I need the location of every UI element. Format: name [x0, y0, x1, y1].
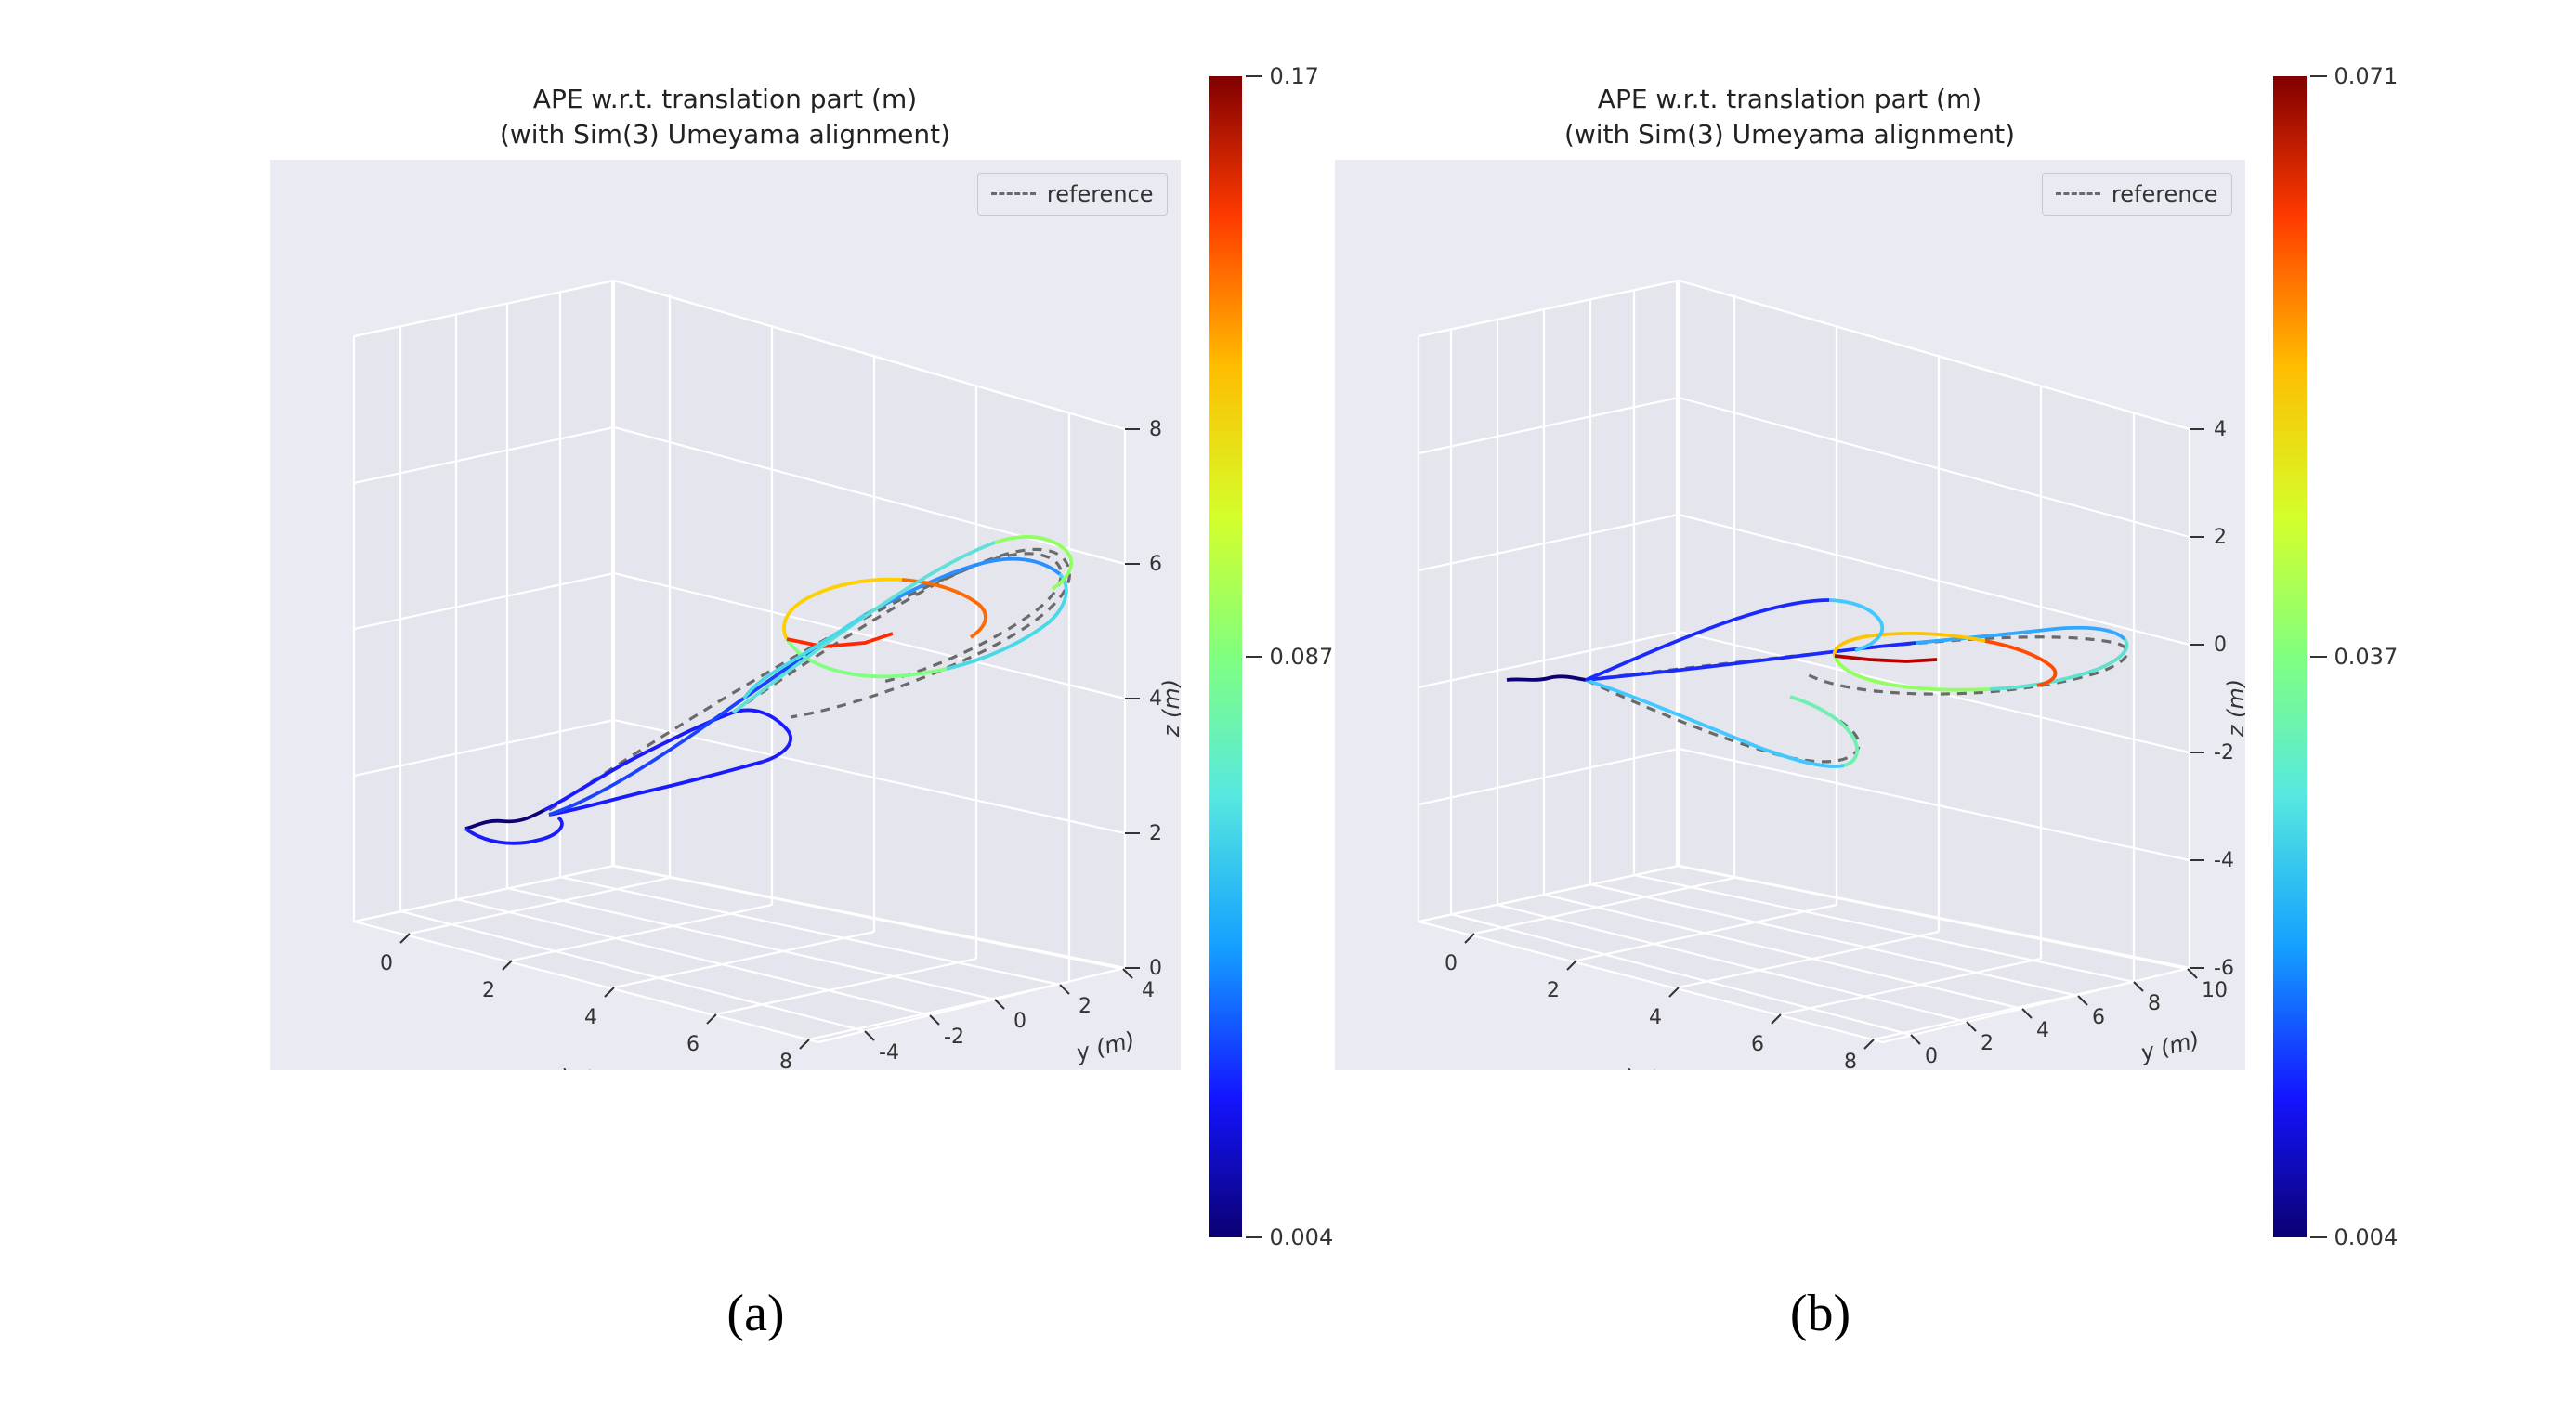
ylabel-a: y (m): [1072, 1026, 1137, 1066]
svg-text:4: 4: [2214, 418, 2227, 441]
subplot-b-canvas: reference: [1335, 160, 2245, 1070]
svg-text:6: 6: [686, 1033, 700, 1056]
svg-text:6: 6: [1751, 1033, 1764, 1056]
svg-text:2: 2: [1981, 1032, 1994, 1055]
svg-text:-2: -2: [2214, 741, 2234, 765]
svg-text:0: 0: [2214, 634, 2227, 657]
svg-text:0: 0: [1149, 957, 1162, 980]
subplot-a-svg: 0 2 4 6 8 x (m) -4 -2 0 2: [270, 160, 1181, 1070]
svg-text:2: 2: [1149, 822, 1162, 845]
cbar-a-tick-mid: 0.087: [1246, 644, 1334, 670]
svg-text:8: 8: [2148, 992, 2161, 1015]
colorbar-gradient-a: [1209, 76, 1242, 1237]
svg-text:6: 6: [1149, 553, 1162, 576]
cbar-b-tick-max: 0.071: [2310, 63, 2399, 89]
svg-text:2: 2: [482, 979, 495, 1002]
svg-text:0: 0: [1445, 952, 1458, 975]
subplot-a-canvas: reference: [270, 160, 1181, 1070]
svg-text:4: 4: [2036, 1019, 2049, 1042]
svg-text:2: 2: [1079, 995, 1092, 1018]
subplot-b-title-line2: (with Sim(3) Umeyama alignment): [1564, 119, 2015, 150]
svg-text:8: 8: [1844, 1051, 1857, 1070]
subplot-b-svg: 0 2 4 6 8 x (m) 0 2 4 6: [1335, 160, 2245, 1070]
subplot-a-title: APE w.r.t. translation part (m) (with Si…: [270, 82, 1181, 152]
svg-text:8: 8: [779, 1051, 792, 1070]
svg-text:4: 4: [584, 1006, 597, 1029]
legend-label-b: reference: [2112, 181, 2218, 207]
colorbar-gradient-b: [2273, 76, 2307, 1237]
subplot-a-legend: reference: [977, 173, 1168, 216]
svg-text:6: 6: [2092, 1006, 2105, 1029]
subplot-b-plot: APE w.r.t. translation part (m) (with Si…: [1335, 82, 2245, 1070]
colorbar-b: 0.071 0.037 0.004: [2273, 76, 2307, 1237]
subplot-a-plot: APE w.r.t. translation part (m) (with Si…: [270, 82, 1181, 1070]
xlabel-b: x (m): [1620, 1059, 1685, 1070]
subplot-b-title-line1: APE w.r.t. translation part (m): [1598, 84, 1981, 114]
cbar-b-tick-min: 0.004: [2310, 1224, 2399, 1250]
colorbar-a: 0.17 0.087 0.004: [1209, 76, 1242, 1237]
subplot-b-title: APE w.r.t. translation part (m) (with Si…: [1335, 82, 2245, 152]
subplot-a: APE w.r.t. translation part (m) (with Si…: [270, 82, 1242, 1343]
ylabel-b: y (m): [2137, 1026, 2202, 1066]
cbar-b-tick-mid: 0.037: [2310, 644, 2399, 670]
legend-label-a: reference: [1047, 181, 1154, 207]
subplot-b: APE w.r.t. translation part (m) (with Si…: [1335, 82, 2307, 1343]
cbar-a-tick-max: 0.17: [1246, 63, 1319, 89]
svg-text:-4: -4: [2214, 849, 2234, 872]
svg-text:-4: -4: [879, 1041, 899, 1065]
svg-text:2: 2: [2214, 526, 2227, 549]
zlabel-a: z (m): [1158, 678, 1181, 737]
figure-row: APE w.r.t. translation part (m) (with Si…: [270, 82, 2307, 1343]
svg-text:0: 0: [1013, 1010, 1026, 1033]
xlabel-a: x (m): [556, 1059, 621, 1070]
subplot-b-legend: reference: [2042, 173, 2232, 216]
svg-text:-6: -6: [2214, 957, 2234, 980]
svg-text:0: 0: [1925, 1045, 1938, 1068]
svg-text:4: 4: [1142, 979, 1155, 1002]
subplot-a-title-line1: APE w.r.t. translation part (m): [533, 84, 917, 114]
svg-text:10: 10: [2202, 979, 2228, 1002]
zlabel-b: z (m): [2223, 678, 2245, 737]
svg-text:4: 4: [1649, 1006, 1662, 1029]
svg-text:0: 0: [380, 952, 393, 975]
legend-dash-icon-b: [2056, 192, 2100, 195]
svg-text:-2: -2: [944, 1026, 964, 1049]
subplot-a-title-line2: (with Sim(3) Umeyama alignment): [500, 119, 950, 150]
subfig-label-a: (a): [726, 1284, 784, 1343]
cbar-a-tick-min: 0.004: [1246, 1224, 1334, 1250]
svg-text:2: 2: [1547, 979, 1560, 1002]
subplot-b-body: APE w.r.t. translation part (m) (with Si…: [1335, 82, 2307, 1237]
svg-text:8: 8: [1149, 418, 1162, 441]
z-ticks-a: 0 2 4 6 8: [1125, 418, 1162, 980]
subplot-a-body: APE w.r.t. translation part (m) (with Si…: [270, 82, 1242, 1237]
legend-dash-icon: [991, 192, 1036, 195]
subfig-label-b: (b): [1790, 1284, 1850, 1343]
